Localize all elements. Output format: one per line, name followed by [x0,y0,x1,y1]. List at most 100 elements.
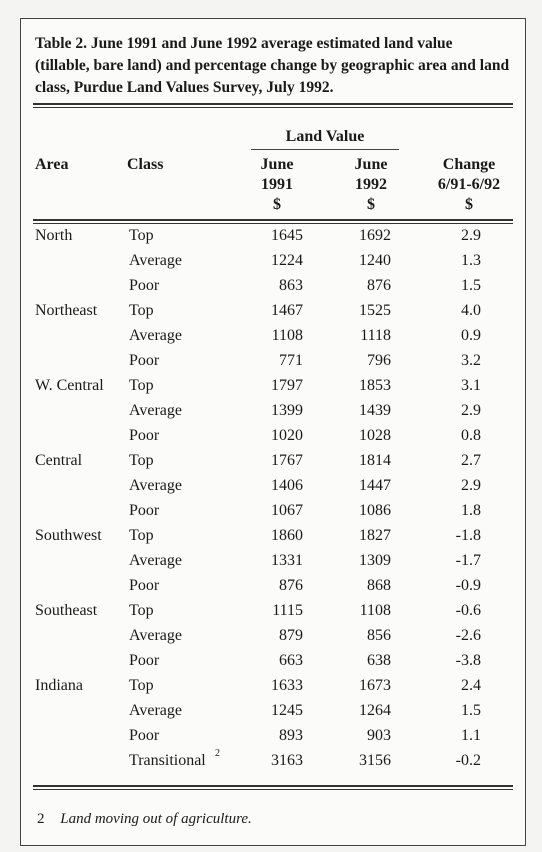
change-cell: 1.5 [461,702,481,719]
june1992-cell: 856 [367,627,391,644]
change-cell: 2.4 [461,677,481,694]
june1992-cell: 3156 [359,752,391,769]
change-cell: 2.9 [461,227,481,244]
class-cell: Poor [129,502,160,519]
caption-rule [33,103,513,108]
table-row: Poor 663 638 -3.8 [21,652,525,677]
class-cell: Average [129,252,182,269]
table-row: Poor 1067 1086 1.8 [21,502,525,527]
table-row: Average 1406 1447 2.9 [21,477,525,502]
land-value-rule [251,149,399,150]
june1992-cell: 1118 [360,327,391,344]
table-row: Average 879 856 -2.6 [21,627,525,652]
june1991-cell: 893 [279,727,303,744]
june1992-cell: 1525 [359,302,391,319]
june1992-cell: 1447 [359,477,391,494]
table-row: Average 1399 1439 2.9 [21,402,525,427]
june1991-cell: 863 [279,277,303,294]
change-cell: 2.7 [461,452,481,469]
june1991-cell: 876 [279,577,303,594]
area-cell: Indiana [35,677,83,694]
june1991-cell: 1633 [271,677,303,694]
change-cell: 3.1 [461,377,481,394]
table-row: Poor 771 796 3.2 [21,352,525,377]
area-cell: Central [35,452,83,469]
june1992-cell: 1439 [359,402,391,419]
class-cell: Average [129,327,182,344]
table-row: Average 1224 1240 1.3 [21,252,525,277]
june1992-cell: 868 [367,577,391,594]
change-cell: -1.8 [455,527,481,544]
table-row: Central Top 1767 1814 2.7 [21,452,525,477]
class-cell: Top [129,377,154,394]
table-row: Poor 1020 1028 0.8 [21,427,525,452]
june1992-cell: 876 [367,277,391,294]
june1991-cell: 771 [279,352,303,369]
table-row: Average 1331 1309 -1.7 [21,552,525,577]
bottom-rule [33,785,513,790]
june1991-cell: 1797 [271,377,303,394]
class-cell: Top [129,677,154,694]
area-cell: Southwest [35,527,102,544]
class-cell: Poor [129,352,160,369]
class-cell: Poor [129,427,160,444]
footnote-marker: 2 [215,748,220,759]
table-caption: Table 2. June 1991 and June 1992 average… [35,35,510,96]
june1991-cell: 663 [279,652,303,669]
june1992-cell: 1108 [359,602,391,619]
table-row: Poor 876 868 -0.9 [21,577,525,602]
table-row: North Top 1645 1692 2.9 [21,227,525,252]
class-header: Class [127,156,164,173]
june1992-cell: 1309 [359,552,391,569]
class-cell: Poor [129,652,160,669]
class-cell: Average [129,627,182,644]
table-row: Poor 893 903 1.1 [21,727,525,752]
june1992-cell: 1086 [359,502,391,519]
june1991-cell: 1467 [271,302,303,319]
table-row: Average 1108 1118 0.9 [21,327,525,352]
change-cell: -0.2 [455,752,481,769]
june1991-cell: 1406 [271,477,303,494]
change-cell: 1.1 [461,727,481,744]
change-cell: -1.7 [455,552,481,569]
change-cell: 1.5 [461,277,481,294]
class-cell: Top [129,527,154,544]
june1991-cell: 1108 [271,327,303,344]
class-cell: Top [129,602,154,619]
class-cell: Average [129,477,182,494]
land-value-header: Land Value [285,128,365,145]
class-cell: Average [129,702,182,719]
area-cell: Southeast [35,602,98,619]
june1991-cell: 1020 [271,427,303,444]
class-cell: Poor [129,277,160,294]
class-cell: Top [129,227,154,244]
change-cell: 3.2 [461,352,481,369]
class-cell: Poor [129,577,160,594]
june1992-cell: 1673 [359,677,391,694]
june1991-cell: 1331 [271,552,303,569]
june1992-cell: 1028 [359,427,391,444]
change-cell: 0.8 [461,427,481,444]
june1991-cell: 1067 [271,502,303,519]
june1992-header: June 1992 $ [354,156,388,213]
area-cell: W. Central [35,377,104,394]
table-row: Poor 863 876 1.5 [21,277,525,302]
change-cell: 2.9 [461,402,481,419]
table-row: Northeast Top 1467 1525 4.0 [21,302,525,327]
june1992-cell: 1814 [359,452,391,469]
table-row: Southeast Top 1115 1108 -0.6 [21,602,525,627]
table-row: W. Central Top 1797 1853 3.1 [21,377,525,402]
table-row: Average 1245 1264 1.5 [21,702,525,727]
june1992-cell: 1240 [359,252,391,269]
june1991-cell: 879 [279,627,303,644]
june1991-cell: 3163 [271,752,303,769]
table-frame: Table 2. June 1991 and June 1992 average… [20,18,526,846]
june1991-cell: 1245 [271,702,303,719]
june1991-cell: 1767 [271,452,303,469]
class-cell: Transitional [129,752,206,769]
change-cell: 2.9 [461,477,481,494]
june1992-cell: 1853 [359,377,391,394]
june1992-cell: 1264 [359,702,391,719]
change-cell: -0.9 [455,577,481,594]
footnote: 2 Land moving out of agriculture. [37,811,252,828]
